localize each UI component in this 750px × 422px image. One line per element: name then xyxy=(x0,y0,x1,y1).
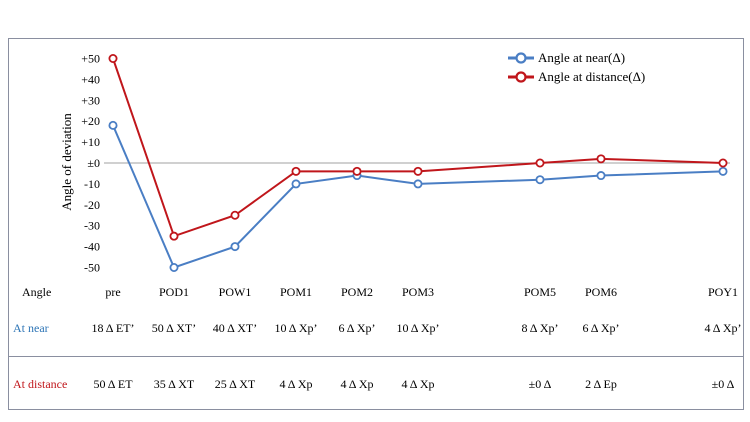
data-point xyxy=(535,175,545,185)
y-tick-label: +30 xyxy=(81,93,100,107)
data-point xyxy=(169,262,179,272)
y-tick-label: -40 xyxy=(84,240,100,254)
data-point xyxy=(596,154,606,164)
series-line-0 xyxy=(112,124,724,269)
distance-value-cell: 4 Δ Xp xyxy=(279,377,313,391)
data-point xyxy=(291,166,301,176)
distance-value-cell: 25 Δ XT xyxy=(214,377,256,391)
table-header-label: Angle xyxy=(22,285,52,299)
category-label: POM6 xyxy=(584,285,618,299)
legend-label: Angle at distance(Δ) xyxy=(538,69,645,84)
data-point xyxy=(169,231,179,241)
data-point xyxy=(230,242,240,252)
near-value-cell: 10 Δ Xp’ xyxy=(274,321,318,335)
y-tick-label: +10 xyxy=(81,135,100,149)
data-point xyxy=(718,158,728,168)
data-point xyxy=(718,166,728,176)
y-tick-label: +40 xyxy=(81,72,100,86)
category-label: POD1 xyxy=(158,285,190,299)
category-label: pre xyxy=(105,285,121,299)
legend-label: Angle at near(Δ) xyxy=(538,50,625,65)
y-tick-label: -10 xyxy=(84,177,100,191)
near-value-cell: 40 Δ XT’ xyxy=(212,321,258,335)
category-label: POW1 xyxy=(218,285,252,299)
data-point xyxy=(535,158,545,168)
data-point xyxy=(108,54,118,64)
legend-marker xyxy=(515,71,527,83)
distance-value-cell: 35 Δ XT xyxy=(153,377,195,391)
y-tick-label: -20 xyxy=(84,198,100,212)
category-label: POM5 xyxy=(523,285,557,299)
data-point xyxy=(230,210,240,220)
data-point xyxy=(291,179,301,189)
distance-value-cell: ±0 Δ xyxy=(711,377,735,391)
near-value-cell: 50 Δ XT’ xyxy=(151,321,197,335)
series-layer xyxy=(108,54,728,272)
distance-value-cell: 4 Δ Xp xyxy=(401,377,435,391)
distance-value-cell: 4 Δ Xp xyxy=(340,377,374,391)
near-value-cell: 4 Δ Xp’ xyxy=(704,321,742,335)
data-point xyxy=(413,166,423,176)
y-axis-label: Angle of deviation xyxy=(59,113,74,211)
row-label-at-near: At near xyxy=(13,321,49,335)
data-point xyxy=(596,171,606,181)
chart-frame xyxy=(8,38,744,410)
category-label: POY1 xyxy=(707,285,739,299)
category-label: POM3 xyxy=(401,285,435,299)
distance-value-cell: 50 Δ ET xyxy=(93,377,133,391)
near-value-cell: 8 Δ Xp’ xyxy=(521,321,559,335)
y-tick-label: +50 xyxy=(81,52,100,66)
y-axis-ticks: +50 +40 +30 +20 +10 ±0 -10 -20 -30 -40 -50 xyxy=(81,52,100,275)
near-value-cell: 10 Δ Xp’ xyxy=(396,321,440,335)
legend-marker xyxy=(515,52,527,64)
series-line-1 xyxy=(112,58,724,238)
data-point xyxy=(413,179,423,189)
y-tick-label: -30 xyxy=(84,219,100,233)
category-label: POM1 xyxy=(279,285,313,299)
distance-value-cell: ±0 Δ xyxy=(528,377,552,391)
near-value-cell: 6 Δ Xp’ xyxy=(582,321,620,335)
y-tick-label: -50 xyxy=(84,261,100,275)
table-divider xyxy=(8,356,744,357)
near-value-cell: 18 Δ ET’ xyxy=(91,321,135,335)
legend: Angle at near(Δ) Angle at distance(Δ) xyxy=(508,50,645,84)
category-label: POM2 xyxy=(340,285,374,299)
data-point xyxy=(108,120,118,130)
row-label-at-distance: At distance xyxy=(13,377,68,391)
near-value-cell: 6 Δ Xp’ xyxy=(338,321,376,335)
y-tick-label: ±0 xyxy=(87,156,100,170)
data-point xyxy=(352,166,362,176)
distance-value-cell: 2 Δ Ep xyxy=(585,377,617,391)
y-tick-label: +20 xyxy=(81,114,100,128)
